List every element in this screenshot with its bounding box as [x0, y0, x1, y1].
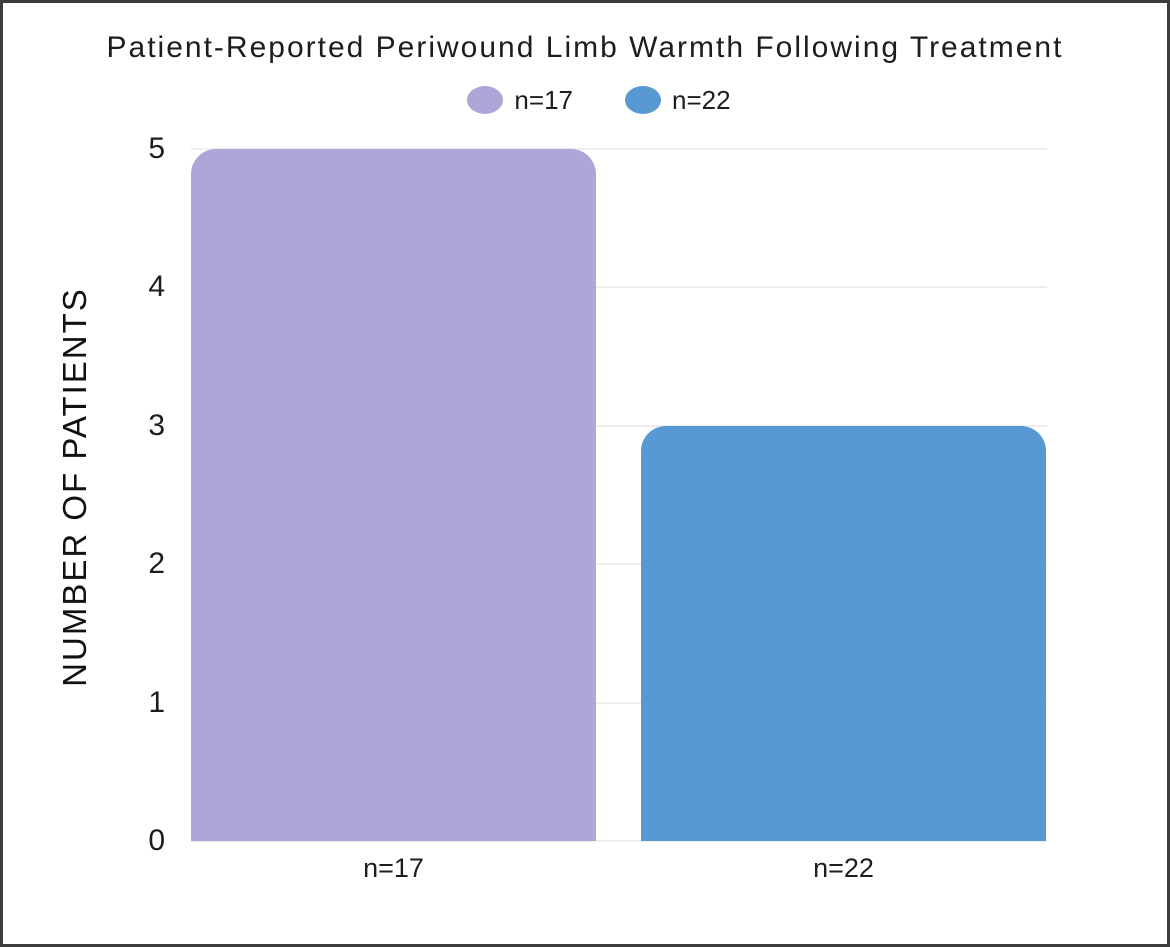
gridline-4: [191, 286, 1047, 289]
x-axis-labels: n=17 n=22: [191, 853, 1047, 889]
legend-label: n=22: [672, 84, 731, 115]
gridline-2: [191, 563, 1047, 566]
legend-item-n17: n=17: [467, 85, 573, 116]
gridline-5: [191, 148, 1047, 150]
y-tick-label-2: 2: [148, 547, 165, 581]
y-tick-label-4: 4: [148, 270, 165, 304]
gridline-1: [191, 701, 1047, 704]
y-tick-label-0: 0: [148, 824, 165, 857]
plot-area: [191, 148, 1047, 842]
legend-marker-icon: [467, 86, 504, 114]
x-label-n22: n=22: [813, 853, 874, 883]
legend-marker-icon: [625, 86, 661, 114]
y-axis-title: NUMBER OF PATIENTS: [56, 287, 93, 687]
legend: n=17 n=22: [17, 83, 1167, 117]
gridline-3: [191, 424, 1047, 427]
x-label-n17: n=17: [363, 853, 424, 883]
legend-item-n22: n=22: [625, 85, 731, 116]
y-tick-label-5: 5: [148, 132, 165, 165]
gridline-0: [191, 840, 1047, 842]
legend-label: n=17: [514, 84, 573, 115]
bar-n22: [641, 425, 1046, 841]
y-tick-label-1: 1: [148, 685, 165, 719]
bar-n17: [191, 149, 596, 841]
chart-title: Patient-Reported Periwound Limb Warmth F…: [106, 31, 1064, 64]
y-tick-label-3: 3: [148, 408, 165, 442]
